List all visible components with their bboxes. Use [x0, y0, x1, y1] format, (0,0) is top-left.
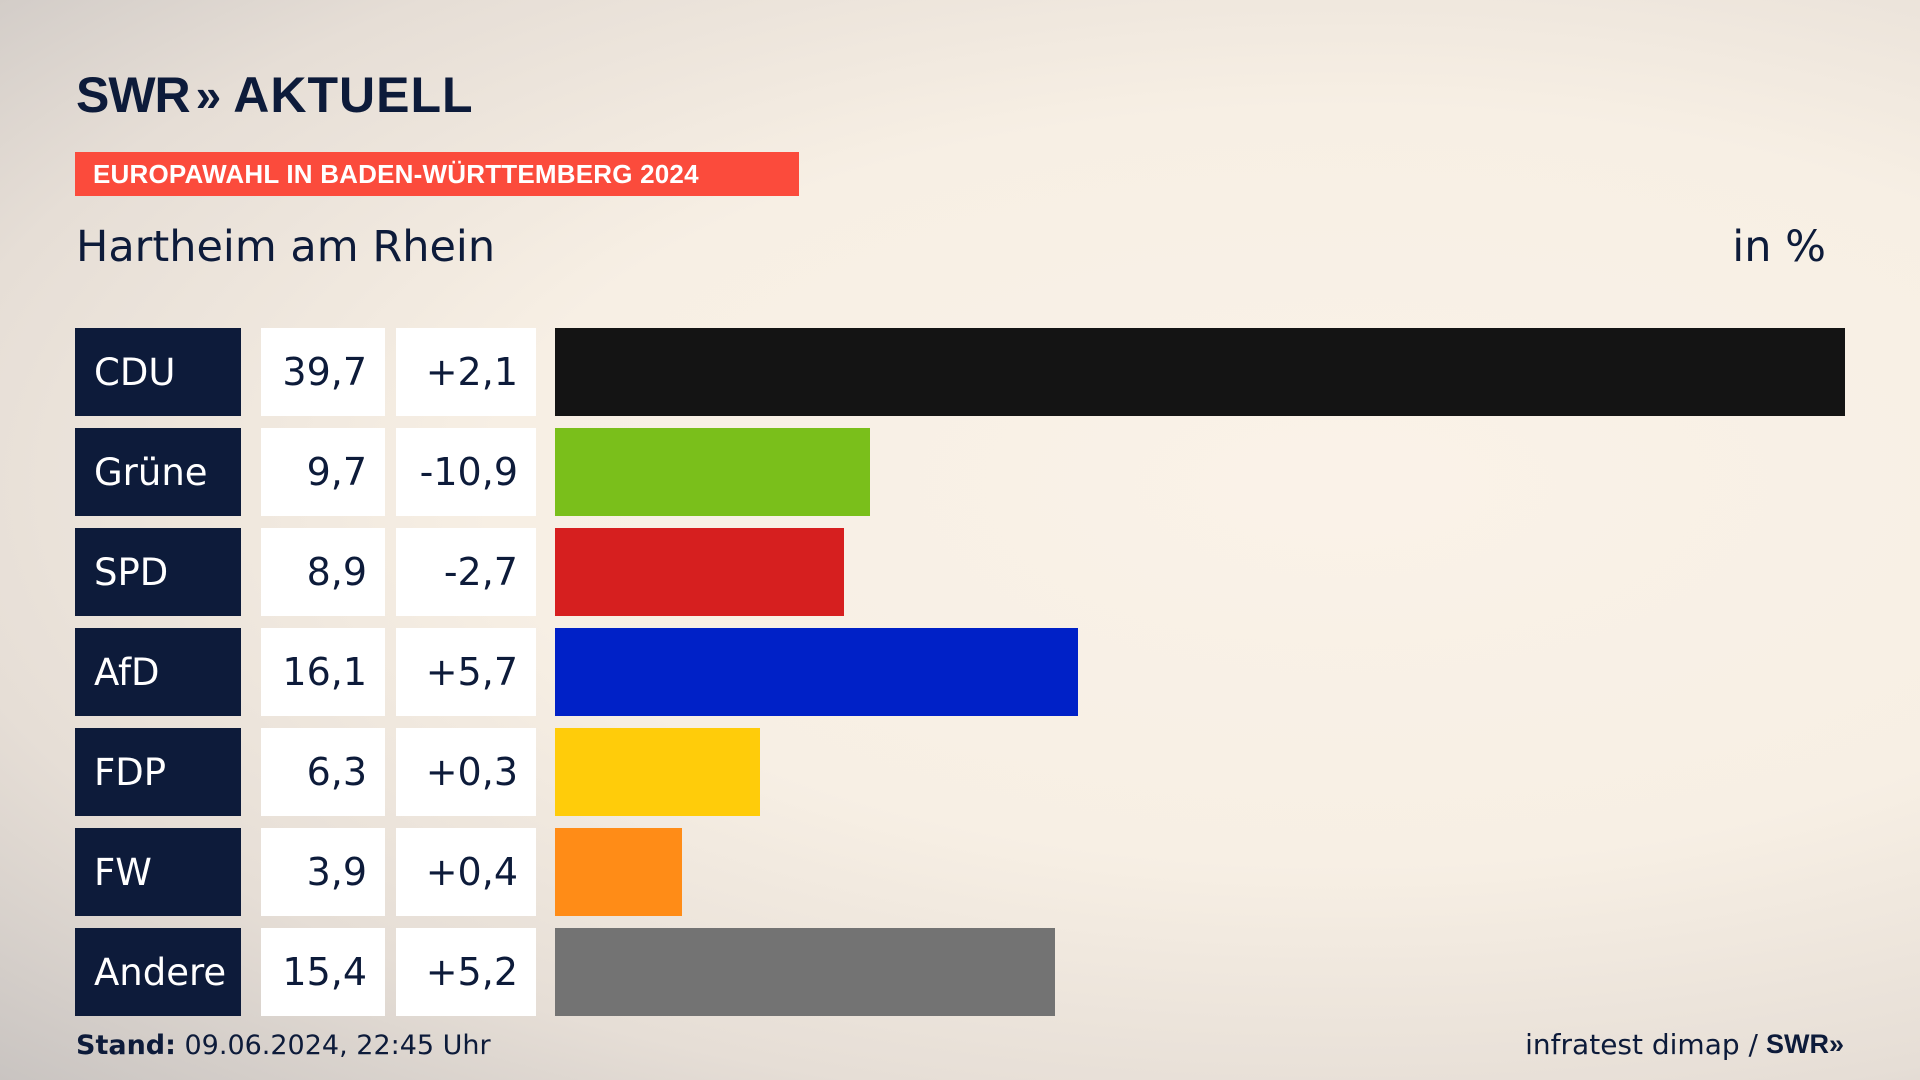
vote-share-value: 16,1: [261, 628, 385, 716]
result-row: Andere 15,4 +5,2: [75, 928, 1845, 1016]
party-label: AfD: [75, 628, 241, 716]
vote-share-value: 8,9: [261, 528, 385, 616]
vote-change-value: -2,7: [396, 528, 536, 616]
party-label: FW: [75, 828, 241, 916]
party-label: CDU: [75, 328, 241, 416]
result-row: Grüne 9,7 -10,9: [75, 428, 1845, 516]
result-row: FDP 6,3 +0,3: [75, 728, 1845, 816]
vote-share-value: 3,9: [261, 828, 385, 916]
vote-share-value: 39,7: [261, 328, 385, 416]
result-row: FW 3,9 +0,4: [75, 828, 1845, 916]
party-label: Andere: [75, 928, 241, 1016]
vote-share-bar: [555, 528, 844, 616]
result-row: AfD 16,1 +5,7: [75, 628, 1845, 716]
vote-change-value: +5,7: [396, 628, 536, 716]
vote-share-value: 6,3: [261, 728, 385, 816]
swr-aktuell-logo: SWR » AKTUELL: [76, 66, 474, 124]
timestamp: Stand: 09.06.2024, 22:45 Uhr: [76, 1030, 491, 1061]
vote-change-value: +0,3: [396, 728, 536, 816]
party-label: SPD: [75, 528, 241, 616]
vote-share-value: 15,4: [261, 928, 385, 1016]
swr-mini-logo: SWR»: [1765, 1029, 1844, 1059]
vote-share-bar: [555, 828, 682, 916]
vote-change-value: -10,9: [396, 428, 536, 516]
source-credit: infratest dimap / SWR»: [1525, 1028, 1844, 1061]
stand-value: 09.06.2024, 22:45 Uhr: [175, 1030, 491, 1061]
vote-change-value: +0,4: [396, 828, 536, 916]
vote-change-value: +2,1: [396, 328, 536, 416]
vote-share-bar: [555, 728, 760, 816]
logo-chevrons-icon: »: [195, 69, 221, 121]
unit-label: in %: [1732, 222, 1826, 272]
party-label: Grüne: [75, 428, 241, 516]
logo-aktuell-text: AKTUELL: [233, 67, 474, 123]
vote-share-bar: [555, 428, 870, 516]
party-label: FDP: [75, 728, 241, 816]
result-row: CDU 39,7 +2,1: [75, 328, 1845, 416]
logo-swr-text: SWR: [76, 67, 191, 123]
source-text: infratest dimap /: [1525, 1028, 1758, 1061]
vote-share-bar: [555, 928, 1055, 1016]
stand-label: Stand:: [76, 1030, 176, 1061]
vote-share-bar: [555, 328, 1845, 416]
vote-change-value: +5,2: [396, 928, 536, 1016]
vote-share-bar: [555, 628, 1078, 716]
vote-share-value: 9,7: [261, 428, 385, 516]
election-banner: EUROPAWAHL IN BADEN-WÜRTTEMBERG 2024: [75, 152, 799, 196]
chart-title: Hartheim am Rhein: [76, 222, 496, 272]
result-row: SPD 8,9 -2,7: [75, 528, 1845, 616]
